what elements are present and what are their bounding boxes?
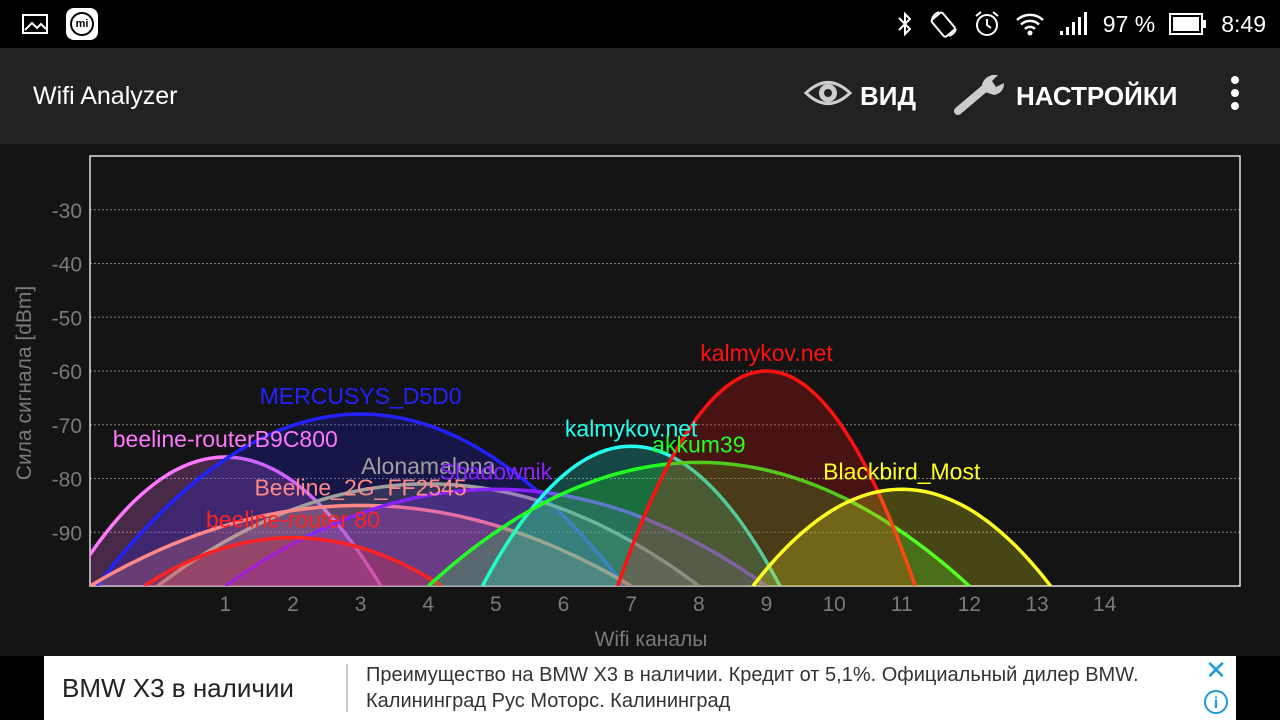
series-label: MERCUSYS_D5D0 [260, 383, 462, 409]
ad-divider [346, 664, 348, 712]
ad-title[interactable]: BMW X3 в наличии [62, 673, 294, 703]
series-area [617, 371, 916, 586]
y-tick-label: -60 [52, 361, 82, 384]
status-bar: mi 97 % 8:49 [0, 0, 1280, 48]
y-tick-label: -30 [52, 200, 82, 223]
auto-rotate-icon [929, 9, 959, 39]
close-icon[interactable]: ✕ [1205, 655, 1227, 685]
signal-icon [1059, 12, 1089, 36]
eye-icon [803, 76, 853, 117]
x-tick-label: 2 [287, 593, 299, 616]
series-label: beeline-router 80 [206, 507, 380, 533]
info-icon[interactable]: i [1204, 690, 1228, 714]
x-tick-label: 3 [355, 593, 367, 616]
channel-graph: -30-40-50-60-70-80-901 2 3 4 5 6 7 8 9 10 11 12 13 14… [13, 155, 1241, 651]
battery-icon [1169, 13, 1207, 35]
ad-banner[interactable]: BMW X3 в наличии Преимущество на BMW X3 … [44, 656, 1236, 720]
clock: 8:49 [1221, 10, 1266, 37]
settings-label: НАСТРОЙКИ [1016, 80, 1178, 111]
bluetooth-icon [895, 11, 915, 37]
x-tick-label: 11 [891, 593, 913, 616]
y-tick-label: -50 [52, 307, 82, 330]
series-line [615, 369, 917, 586]
x-tick-label: 12 [958, 593, 981, 616]
wifi-icon [1015, 11, 1045, 37]
x-tick-label: 14 [1093, 593, 1117, 616]
x-tick-label: 5 [490, 593, 502, 616]
series-label: kalmykov.net [565, 415, 698, 441]
series-line [224, 487, 768, 586]
plot-frame [89, 155, 1241, 587]
x-tick-label: 10 [822, 593, 845, 616]
view-label: ВИД [860, 80, 916, 111]
series-line [143, 535, 443, 586]
y-axis-title: Сила сигнала [dBm] [13, 286, 36, 480]
view-button[interactable]: ВИД [803, 72, 916, 120]
series-line [156, 482, 700, 586]
series-line [90, 455, 383, 586]
y-tick-label: -70 [52, 415, 82, 438]
x-tick-label: 4 [422, 593, 434, 616]
series-label: Shadownik [440, 458, 553, 484]
x-tick-label: 1 [219, 593, 231, 616]
series-line [427, 460, 971, 586]
y-tick-label: -90 [52, 522, 82, 545]
action-bar: Wifi Analyzer ВИД НАСТРОЙКИ [0, 48, 1280, 144]
series-group [90, 369, 1052, 586]
y-tick-label: -40 [52, 254, 82, 277]
series-label: kalmykov.net [700, 340, 833, 366]
series-line [751, 487, 1052, 586]
alarm-icon [973, 10, 1001, 38]
x-tick-label: 6 [558, 593, 570, 616]
mi-icon: mi [66, 8, 98, 40]
settings-button[interactable]: НАСТРОЙКИ [954, 72, 1177, 120]
series-label: Blackbird_Most [823, 458, 981, 484]
more-menu-button[interactable] [1220, 72, 1250, 120]
series-label: Alonamalona [361, 453, 495, 479]
gallery-icon [22, 14, 48, 34]
y-tick-label: -80 [52, 469, 82, 492]
more-vert-icon [1230, 75, 1240, 117]
x-tick-label: 8 [693, 593, 705, 616]
series-label: akkum39 [652, 431, 745, 457]
series-line [90, 503, 633, 586]
x-tick-label: 13 [1025, 593, 1048, 616]
series-label: Beeline_2G_FF2545 [254, 474, 466, 500]
battery-percent: 97 % [1102, 10, 1156, 37]
ad-description[interactable]: Преимущество на BMW X3 в наличии. Кредит… [366, 664, 1139, 712]
x-tick-label: 7 [625, 593, 637, 616]
series-label: beeline-routerB9C800 [113, 426, 338, 452]
x-axis-title: Wifi каналы [595, 628, 708, 651]
x-tick-label: 9 [761, 593, 773, 616]
signal-chart: -30 -40 -50 -60 -70 -80 -90 1 2 3 4 5 6 7 8 9 10 11 12 13 14… [0, 144, 1280, 656]
app-title: Wifi Analyzer [33, 82, 178, 110]
wrench-icon [954, 71, 1012, 122]
